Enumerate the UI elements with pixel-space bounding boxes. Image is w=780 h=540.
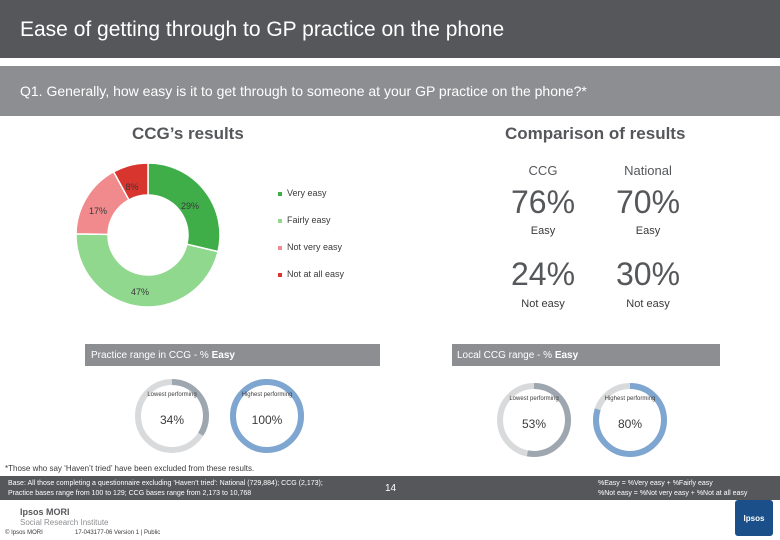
easy-ccg-value: 76% [510,184,576,220]
comparison-heading: Comparison of results [505,124,686,143]
data-label-very-easy: 29% [181,201,199,211]
base-line-1: Base: All those completing a questionnai… [8,480,323,487]
base-line-2: Practice bases range from 100 to 129; CC… [8,490,252,497]
legend-swatch [278,191,282,196]
not-easy-national-label: Not easy [626,298,670,310]
legend-label: Not very easy [287,242,343,252]
not-easy-definition: %Not easy = %Not very easy + %Not at all… [598,490,748,497]
question-text: Q1. Generally, how easy is it to get thr… [20,83,587,99]
legend-swatch [278,245,282,250]
copyright: © Ipsos MORI [5,530,43,536]
ccg-results-heading: CCG’s results [132,124,244,143]
local-range-label-bold: Easy [554,350,579,361]
practice-range-label-bold: Easy [211,350,235,361]
question-bar [0,66,780,116]
legend-label: Not at all easy [287,269,345,279]
footnote: *Those who say ‘Haven’t tried’ have been… [5,464,255,473]
gauge-fill [135,379,209,453]
local-lowest-gauge [497,383,571,457]
local-range-label-text: Local CCG range - % [457,350,555,361]
gauge-fill [230,379,304,453]
practice-lowest-caption: Lowest performing [147,392,197,398]
ipsos-logo: Ipsos [735,500,773,536]
slice-very-easy [147,162,221,253]
legend-swatch [278,272,282,277]
legend-swatch [278,218,282,223]
legend-item-not-very-easy: Not very easy [278,242,342,252]
easy-ccg-label: Easy [530,225,556,237]
easy-national-label: Easy [635,225,661,237]
practice-highest-value: 100% [251,413,283,427]
not-easy-national-value: 30% [615,256,681,292]
data-label-not-very-easy: 17% [89,206,107,216]
slice-fairly-easy [75,233,219,308]
practice-lowest-value: 34% [159,413,185,427]
reference: 17-043177-06 Version 1 | Public [75,530,161,536]
easy-definition: %Easy = %Very easy + %Fairly easy [598,480,713,487]
legend-label: Fairly easy [287,215,331,225]
donut-chart: 29% 47% 17% 8% [75,162,221,308]
page-title: Ease of getting through to GP practice o… [20,18,505,41]
not-easy-ccg-label: Not easy [521,298,565,310]
brand-subtitle: Social Research Institute [20,518,109,527]
local-highest-gauge [593,383,667,457]
practice-highest-gauge [230,379,304,453]
legend-label: Very easy [287,188,327,198]
practice-range-bar [85,344,380,366]
easy-national-value: 70% [615,184,681,220]
local-range-bar [452,344,720,366]
brand-name: Ipsos MORI [20,507,70,517]
base-bar [0,476,780,500]
legend-item-not-at-all-easy: Not at all easy [278,269,344,279]
practice-range-label: Practice range in CCG - % Easy [91,350,235,361]
data-label-not-at-all-easy: 8% [125,182,138,192]
slice-not-at-all-easy [112,162,149,201]
local-range-label: Local CCG range - % Easy [457,350,578,361]
legend-item-fairly-easy: Fairly easy [278,215,331,225]
title-bar [0,0,780,58]
gauge-fill [497,383,571,457]
practice-lowest-gauge [135,379,209,453]
local-lowest-value: 53% [521,417,547,431]
local-highest-caption: Highest performing [604,396,656,402]
gauge-fill [593,383,667,457]
local-lowest-caption: Lowest performing [509,396,559,402]
legend-item-very-easy: Very easy [278,188,327,198]
column-head-ccg: CCG [528,163,558,178]
not-easy-ccg-value: 24% [510,256,576,292]
page-number: 14 [385,483,397,494]
column-head-national: National [624,163,672,178]
divider [0,58,780,66]
practice-range-label-text: Practice range in CCG - % [91,350,212,361]
data-label-fairly-easy: 47% [131,287,149,297]
local-highest-value: 80% [617,417,643,431]
practice-highest-caption: Highest performing [241,392,293,398]
ipsos-logo-text: Ipsos [743,514,765,523]
